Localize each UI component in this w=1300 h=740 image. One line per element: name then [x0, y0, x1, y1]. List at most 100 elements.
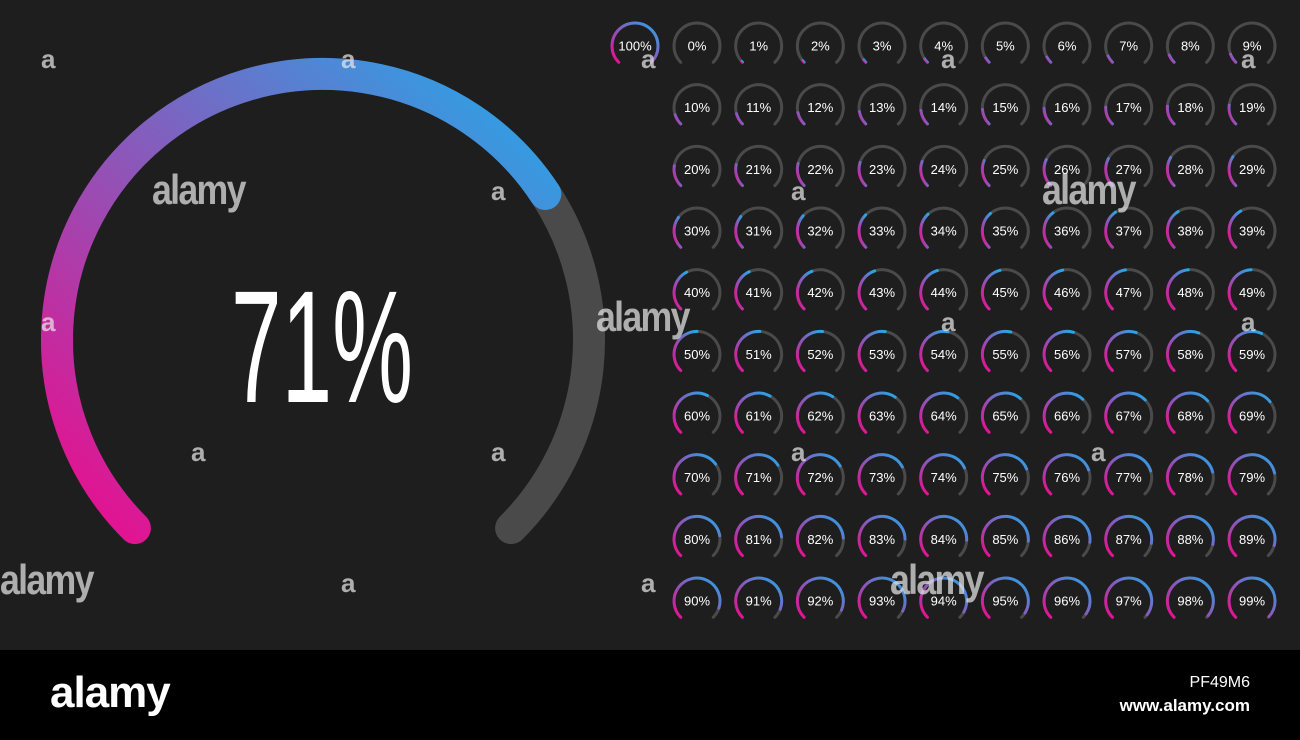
gauge-track [796, 144, 845, 188]
gauge-progress-arc [796, 111, 806, 126]
gauge-label: 7% [1119, 39, 1138, 54]
gauge-label: 30% [684, 224, 710, 239]
gauge-label: 17% [1116, 100, 1142, 115]
watermark-letter: a [791, 437, 806, 467]
gauge-progress-arc [919, 160, 929, 188]
gauge-track [958, 466, 969, 496]
percent-gauge: 36% [1042, 206, 1092, 249]
percent-gauge: 21% [734, 144, 784, 188]
gauge-progress-arc [795, 514, 845, 558]
gauge-progress-arc [1227, 155, 1238, 188]
gauge-track [821, 329, 845, 373]
gauge-track [1071, 330, 1092, 373]
watermark-letter: a [191, 437, 206, 467]
watermark-letter: a [641, 44, 656, 74]
percent-gauge: 50% [672, 329, 722, 373]
gauge-track [873, 268, 907, 311]
gauge-progress-arc [734, 576, 784, 619]
gauge-label: 71% [746, 470, 772, 485]
percent-gauge: 32% [795, 206, 845, 249]
gauge-progress-arc [1165, 329, 1201, 373]
gauge-track [773, 535, 784, 558]
gauge-progress-arc [672, 270, 689, 311]
gauge-track [672, 83, 722, 126]
gauge-track [1042, 21, 1092, 64]
gauge-track [998, 268, 1030, 311]
percent-gauge: 28% [1165, 144, 1215, 188]
gauge-progress-arc [980, 391, 1022, 434]
percent-gauge: 10% [672, 83, 722, 126]
gauge-label: 28% [1177, 162, 1203, 177]
percent-gauge: 13% [857, 83, 907, 126]
main-gauge: 71% [41, 58, 605, 545]
gauge-progress-arc [1227, 209, 1243, 249]
gauge-progress-arc [672, 329, 699, 373]
gauge-label: 42% [807, 285, 833, 300]
gauge-label: 92% [807, 594, 833, 609]
percent-gauge: 14% [919, 83, 969, 126]
watermark-letter: a [41, 307, 56, 337]
gauge-progress-arc [1165, 210, 1180, 249]
percent-gauge: 6% [1042, 21, 1092, 64]
gauge-track [1266, 543, 1276, 558]
gauge-progress-arc [862, 58, 868, 64]
percent-gauge: 40% [672, 268, 722, 311]
percent-gauge: 54% [919, 329, 969, 373]
percent-gauge: 15% [980, 83, 1030, 126]
gauge-label: 91% [746, 594, 772, 609]
footer-url[interactable]: www.alamy.com [1119, 696, 1250, 715]
gauge-progress-arc [919, 109, 929, 126]
gauge-track [1143, 398, 1154, 434]
gauge-progress-arc [919, 391, 960, 434]
gauge-label: 94% [931, 594, 957, 609]
gauge-label: 21% [746, 162, 772, 177]
gauge-track [1113, 206, 1154, 249]
gauge-progress-arc [1042, 211, 1055, 249]
percent-gauge: 59% [1227, 329, 1277, 373]
gauge-label: 59% [1239, 347, 1265, 362]
percent-gauge: 91% [734, 576, 784, 619]
gauge-label: 86% [1054, 532, 1080, 547]
gauge-label: 45% [992, 285, 1018, 300]
gauge-track [1081, 468, 1092, 496]
gauge-label: 14% [931, 100, 957, 115]
gauge-label: 52% [807, 347, 833, 362]
gauge-progress-arc [795, 453, 842, 496]
gauge-progress-arc [672, 215, 683, 249]
gauge-progress-arc [980, 159, 991, 188]
percent-gauge: 51% [734, 329, 784, 373]
gauge-progress-arc [857, 453, 904, 496]
gauge-progress-arc [857, 329, 887, 373]
gauge-progress-arc [980, 514, 1030, 558]
gauge-track [858, 144, 907, 188]
percent-gauge: 69% [1227, 391, 1277, 434]
gauge-progress-arc [1042, 268, 1065, 311]
percent-gauge: 61% [734, 391, 784, 434]
gauge-label: 43% [869, 285, 895, 300]
gauge-progress-arc [857, 161, 868, 188]
gauge-progress-arc [1104, 391, 1147, 434]
gauge-progress-arc [1227, 576, 1277, 619]
gauge-label: 73% [869, 470, 895, 485]
percent-gauge: 39% [1227, 206, 1277, 249]
gauge-label: 29% [1239, 162, 1265, 177]
percent-gauge: 75% [980, 453, 1030, 496]
percent-gauge: 76% [1042, 453, 1092, 496]
gauge-track [734, 144, 784, 188]
gauge-label: 58% [1177, 347, 1203, 362]
percent-gauge: 92% [795, 576, 845, 619]
gauge-progress-arc [857, 110, 868, 126]
gauge-track [1020, 467, 1030, 496]
gauge-label: 61% [746, 409, 772, 424]
gauge-track [883, 330, 907, 373]
gauge-track [1239, 206, 1277, 249]
gauge-progress-arc [857, 213, 868, 249]
percent-gauge: 85% [980, 514, 1030, 558]
gauge-progress-arc [1165, 104, 1176, 126]
gauge-label: 95% [992, 594, 1018, 609]
percent-gauge: 3% [857, 21, 907, 64]
percent-gauge: 24% [919, 144, 969, 188]
gauge-track [893, 395, 907, 434]
gauge-progress-arc [795, 214, 806, 249]
watermark-letter: a [341, 568, 356, 598]
